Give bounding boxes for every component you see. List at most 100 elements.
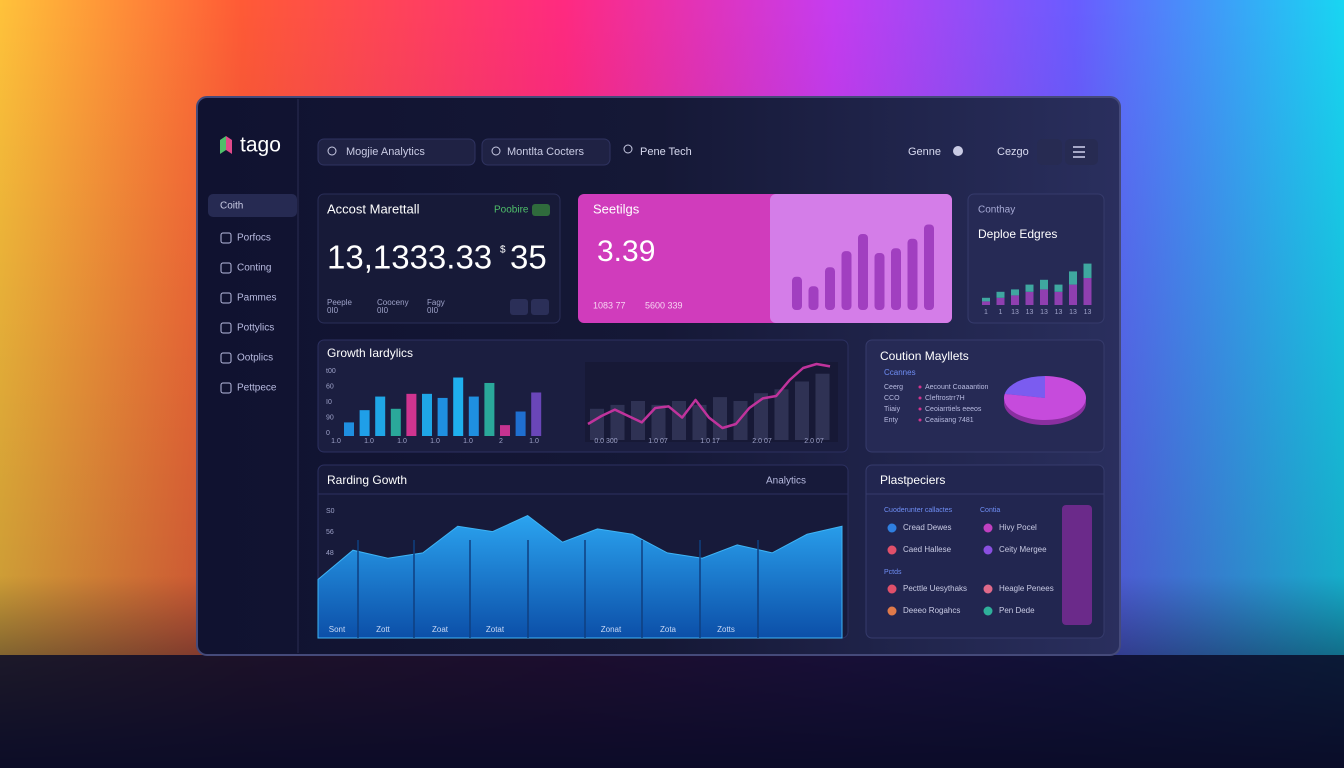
- bar: [874, 253, 885, 310]
- bar: [858, 234, 868, 310]
- badge-chip: [532, 204, 550, 216]
- background-bar: [590, 408, 604, 440]
- badge: Poobire: [494, 205, 529, 216]
- x-tick-label: 2.0 07: [804, 438, 824, 445]
- dropdown[interactable]: Analytics: [766, 476, 806, 487]
- card-eyebrow: Conthay: [978, 205, 1015, 216]
- background-bar: [815, 373, 830, 440]
- filter-box[interactable]: [481, 138, 611, 166]
- section-label: Pctds: [884, 569, 902, 576]
- filter-text: Montlta Cocters: [507, 146, 585, 158]
- reflection: [0, 655, 1344, 768]
- bar: [453, 377, 464, 436]
- x-tick-label: 1: [999, 309, 1003, 316]
- nav-icon: [220, 352, 232, 364]
- x-tick-label: Sont: [329, 625, 346, 634]
- person-name[interactable]: Heagle Penees: [999, 584, 1054, 593]
- y-tick-label: 56: [326, 529, 334, 536]
- x-tick-label: Zota: [660, 625, 677, 634]
- x-tick-label: 13: [1040, 309, 1048, 316]
- legend-key: Enty: [884, 417, 899, 424]
- menu-icon: [1073, 146, 1085, 158]
- stacked-bar: [996, 291, 1005, 298]
- nav-item[interactable]: Pottylics: [237, 323, 274, 334]
- nav-item[interactable]: Ootplics: [237, 353, 273, 364]
- stat-text: Cooceny: [377, 298, 409, 307]
- x-tick-label: 1.0 17: [700, 438, 720, 445]
- column-header: Cuoderunter callactes: [884, 507, 953, 514]
- background-bar: [692, 404, 707, 440]
- person-avatar: [983, 606, 993, 616]
- legend-key: Tiiaiy: [884, 406, 901, 413]
- y-tick-label: 60: [326, 383, 334, 390]
- background-bar: [651, 404, 666, 440]
- person-name[interactable]: Pecttle Uesythaks: [903, 584, 967, 593]
- person-name[interactable]: Caed Hallese: [903, 545, 952, 554]
- x-tick-label: 13: [1011, 309, 1019, 316]
- y-tick-label: 0: [326, 430, 330, 437]
- bar: [500, 425, 510, 436]
- x-tick-label: 2: [499, 438, 503, 445]
- person-avatar: [983, 523, 993, 533]
- bar: [515, 411, 526, 436]
- card-title: Accost Marettall: [327, 201, 420, 216]
- person-name[interactable]: Pen Dede: [999, 606, 1035, 615]
- x-tick-label: 0.0 300: [594, 438, 617, 445]
- nav-icon: [220, 382, 232, 394]
- bar: [792, 276, 802, 310]
- search-text: Mogjie Analytics: [346, 146, 425, 158]
- stacked-bar: [1025, 291, 1034, 305]
- nav-icon: [220, 292, 232, 304]
- x-tick-label: 13: [1069, 309, 1077, 316]
- pie-slice: [1004, 376, 1045, 398]
- background-bar: [774, 389, 789, 440]
- nav-item[interactable]: Pettpece: [237, 383, 277, 394]
- people-actions[interactable]: [1062, 505, 1092, 625]
- stat-text: 0I0: [377, 306, 389, 315]
- person-avatar: [887, 545, 897, 555]
- nav-item[interactable]: Porfocs: [237, 233, 271, 244]
- legend-title: Ccannes: [884, 368, 916, 377]
- card-title: Growth Iardylics: [327, 346, 413, 360]
- x-tick-label: 13: [1026, 309, 1034, 316]
- stacked-bar: [1083, 278, 1092, 305]
- bar: [808, 286, 819, 310]
- x-tick-label: Zotts: [717, 625, 735, 634]
- legend-text: Cleftrostrr7H: [925, 395, 965, 402]
- account-card: [317, 193, 561, 324]
- person-avatar: [887, 523, 897, 533]
- person-avatar: [887, 584, 897, 594]
- x-tick-label: Zotat: [486, 625, 505, 634]
- x-tick-label: 1: [984, 309, 988, 316]
- background-bar: [733, 401, 748, 440]
- person-name[interactable]: Deeeo Rogahcs: [903, 606, 960, 615]
- stacked-bar: [1054, 284, 1063, 292]
- x-tick-label: Zonat: [601, 625, 622, 634]
- person-name[interactable]: Ceity Mergee: [999, 545, 1047, 554]
- logo-mark-2: [226, 136, 232, 154]
- metric-value: 3.39: [597, 235, 655, 268]
- person-name[interactable]: Cread Dewes: [903, 523, 951, 532]
- nav-icon: [220, 232, 232, 244]
- bar: [468, 396, 479, 436]
- person-name[interactable]: Hivy Pocel: [999, 523, 1037, 532]
- icon-button: [510, 299, 528, 315]
- notify-button[interactable]: [1037, 139, 1062, 165]
- y-tick-label: S0: [326, 508, 335, 515]
- currency: $: [500, 245, 506, 256]
- search-icon: [327, 146, 337, 156]
- search-box[interactable]: [317, 138, 476, 166]
- legend-key: CCO: [884, 395, 900, 402]
- nav-item[interactable]: Conting: [237, 263, 271, 274]
- legend-dot: [918, 418, 922, 422]
- x-tick-label: 13: [1055, 309, 1063, 316]
- pie-slice: [1003, 376, 1086, 421]
- nav-item[interactable]: Coith: [220, 201, 243, 212]
- legend-text: Ceoiarrtiels eeeos: [925, 406, 982, 413]
- active-nav-bg: [208, 194, 297, 217]
- legend-text: Aecount Coaaantion: [925, 384, 989, 391]
- stat-text: Fagy: [427, 298, 445, 307]
- nav-item[interactable]: Pammes: [237, 293, 276, 304]
- x-tick-label: 2.0 07: [752, 438, 772, 445]
- stacked-bar: [1069, 271, 1077, 285]
